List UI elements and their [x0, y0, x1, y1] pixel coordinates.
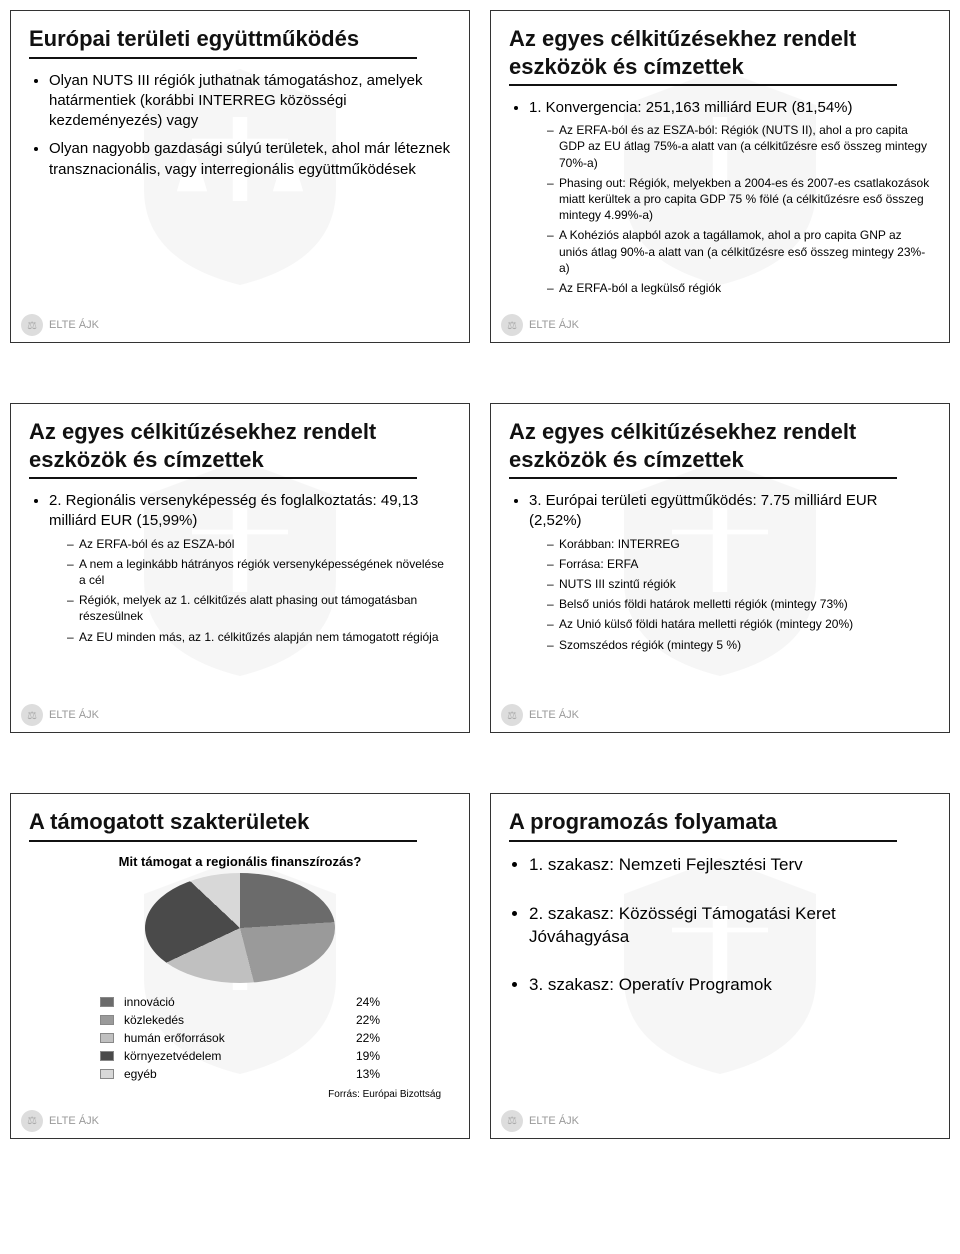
logo-icon: ⚖: [21, 1110, 43, 1132]
legend-swatch: [100, 1033, 114, 1043]
footer-logo: ⚖ ELTE ÁJK: [21, 1110, 99, 1132]
sub-list: Az ERFA-ból és az ESZA-ból: Régiók (NUTS…: [529, 122, 931, 296]
sub-list: Korábban: INTERREG Forrása: ERFA NUTS II…: [529, 536, 931, 653]
footer-logo: ⚖ ELTE ÁJK: [501, 1110, 579, 1132]
sub-item: Az ERFA-ból a legkülső régiók: [547, 280, 931, 296]
legend-row: humán erőforrások 22%: [100, 1029, 380, 1047]
legend-row: közlekedés 22%: [100, 1011, 380, 1029]
legend-row: innováció 24%: [100, 993, 380, 1011]
legend-swatch: [100, 997, 114, 1007]
title-rule: [509, 840, 897, 842]
slide-title: A programozás folyamata: [509, 808, 931, 836]
legend-value: 22%: [340, 1011, 380, 1029]
pie-chart-wrap: [29, 873, 451, 983]
legend-swatch: [100, 1015, 114, 1025]
bullet-item: 2. Regionális versenyképesség és foglalk…: [49, 491, 451, 645]
legend-label: közlekedés: [124, 1011, 330, 1029]
sub-item: Forrása: ERFA: [547, 556, 931, 572]
sub-item: Az Unió külső földi határa melletti régi…: [547, 616, 931, 632]
sub-item: NUTS III szintű régiók: [547, 576, 931, 592]
logo-text: ELTE ÁJK: [49, 319, 99, 331]
slide-title: A támogatott szakterületek: [29, 808, 451, 836]
footer-logo: ⚖ ELTE ÁJK: [21, 314, 99, 336]
sub-item: Korábban: INTERREG: [547, 536, 931, 552]
legend-label: környezetvédelem: [124, 1047, 330, 1065]
sub-item: Szomszédos régiók (mintegy 5 %): [547, 637, 931, 653]
chart-title: Mit támogat a regionális finanszírozás?: [29, 854, 451, 869]
sub-item: Phasing out: Régiók, melyekben a 2004-es…: [547, 175, 931, 224]
logo-text: ELTE ÁJK: [529, 709, 579, 721]
sub-item: Az ERFA-ból és az ESZA-ból: [67, 536, 451, 552]
bullet-list: 1. Konvergencia: 251,163 milliárd EUR (8…: [509, 98, 931, 296]
bullet-item: 1. Konvergencia: 251,163 milliárd EUR (8…: [529, 98, 931, 296]
sub-item: Belső uniós földi határok melletti régió…: [547, 596, 931, 612]
slide-title: Az egyes célkitűzésekhez rendelt eszközö…: [509, 25, 931, 80]
footer-logo: ⚖ ELTE ÁJK: [501, 704, 579, 726]
slide-title: Az egyes célkitűzésekhez rendelt eszközö…: [509, 418, 931, 473]
title-rule: [29, 840, 417, 842]
logo-text: ELTE ÁJK: [49, 709, 99, 721]
legend-label: innováció: [124, 993, 330, 1011]
legend-value: 19%: [340, 1047, 380, 1065]
bullet-list: 2. Regionális versenyképesség és foglalk…: [29, 491, 451, 645]
sub-item: A nem a leginkább hátrányos régiók verse…: [67, 556, 451, 588]
legend-swatch: [100, 1051, 114, 1061]
footer-logo: ⚖ ELTE ÁJK: [21, 704, 99, 726]
slide-1: Európai területi együttműködés Olyan NUT…: [10, 10, 470, 343]
bullet-item: 3. szakasz: Operatív Programok: [529, 974, 931, 997]
bullet-text: 3. Európai területi együttműködés: 7.75 …: [529, 492, 878, 529]
logo-icon: ⚖: [501, 704, 523, 726]
bullet-item: 3. Európai területi együttműködés: 7.75 …: [529, 491, 931, 653]
bullet-item: Olyan NUTS III régiók juthatnak támogatá…: [49, 71, 451, 132]
sub-item: Az ERFA-ból és az ESZA-ból: Régiók (NUTS…: [547, 122, 931, 171]
sub-item: Régiók, melyek az 1. célkitűzés alatt ph…: [67, 592, 451, 624]
slide-2: Az egyes célkitűzésekhez rendelt eszközö…: [490, 10, 950, 343]
logo-icon: ⚖: [21, 314, 43, 336]
pie-chart: [145, 873, 335, 983]
bullet-list: Olyan NUTS III régiók juthatnak támogatá…: [29, 71, 451, 180]
slide-6: A programozás folyamata 1. szakasz: Nemz…: [490, 793, 950, 1139]
chart-legend: innováció24%közlekedés22%humán erőforrás…: [100, 993, 380, 1083]
slide-title: Az egyes célkitűzésekhez rendelt eszközö…: [29, 418, 451, 473]
bullet-item: 1. szakasz: Nemzeti Fejlesztési Terv: [529, 854, 931, 877]
title-rule: [29, 57, 417, 59]
legend-row: környezetvédelem 19%: [100, 1047, 380, 1065]
bullet-item: Olyan nagyobb gazdasági súlyú területek,…: [49, 139, 451, 180]
logo-icon: ⚖: [21, 704, 43, 726]
chart-source: Forrás: Európai Bizottság: [29, 1089, 451, 1100]
title-rule: [29, 477, 417, 479]
bullet-text: 2. Regionális versenyképesség és foglalk…: [49, 492, 418, 529]
slide-5: A támogatott szakterületek Mit támogat a…: [10, 793, 470, 1139]
slide-4: Az egyes célkitűzésekhez rendelt eszközö…: [490, 403, 950, 733]
title-rule: [509, 84, 897, 86]
slide-3: Az egyes célkitűzésekhez rendelt eszközö…: [10, 403, 470, 733]
slide-title: Európai területi együttműködés: [29, 25, 451, 53]
legend-swatch: [100, 1069, 114, 1079]
logo-icon: ⚖: [501, 1110, 523, 1132]
bullet-item: 2. szakasz: Közösségi Támogatási Keret J…: [529, 903, 931, 949]
legend-value: 24%: [340, 993, 380, 1011]
legend-value: 22%: [340, 1029, 380, 1047]
sub-item: Az EU minden más, az 1. célkitűzés alapj…: [67, 629, 451, 645]
logo-text: ELTE ÁJK: [529, 319, 579, 331]
bullet-list: 3. Európai területi együttműködés: 7.75 …: [509, 491, 931, 653]
sub-item: A Kohéziós alapból azok a tagállamok, ah…: [547, 227, 931, 276]
logo-icon: ⚖: [501, 314, 523, 336]
legend-label: humán erőforrások: [124, 1029, 330, 1047]
bullet-text: 1. Konvergencia: 251,163 milliárd EUR (8…: [529, 99, 853, 116]
logo-text: ELTE ÁJK: [49, 1115, 99, 1127]
bullet-list: 1. szakasz: Nemzeti Fejlesztési Terv 2. …: [509, 854, 931, 998]
sub-list: Az ERFA-ból és az ESZA-ból A nem a legin…: [49, 536, 451, 645]
legend-value: 13%: [340, 1065, 380, 1083]
legend-label: egyéb: [124, 1065, 330, 1083]
title-rule: [509, 477, 897, 479]
legend-row: egyéb 13%: [100, 1065, 380, 1083]
footer-logo: ⚖ ELTE ÁJK: [501, 314, 579, 336]
logo-text: ELTE ÁJK: [529, 1115, 579, 1127]
